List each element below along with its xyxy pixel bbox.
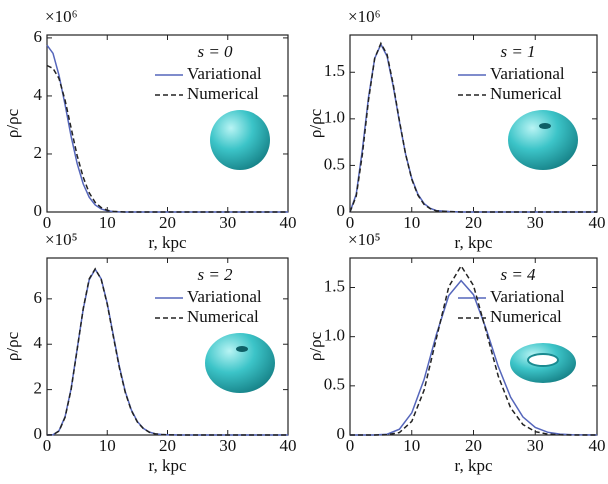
legend-title: s = 0 — [197, 42, 233, 61]
y-axis-label: ρ/ρc — [3, 331, 22, 361]
x-tick-label: 0 — [346, 436, 355, 455]
series-line — [350, 264, 597, 436]
series-line — [350, 279, 598, 436]
y-tick-label: 0 — [34, 424, 43, 443]
x-tick-label: 0 — [43, 213, 52, 232]
y-tick-label: 0.5 — [324, 154, 345, 173]
y-tick-label: 0.5 — [324, 375, 345, 394]
y-axis-label: ρ/ρc — [306, 331, 325, 361]
torus-icon — [210, 110, 270, 170]
y-tick-label: 0 — [337, 424, 346, 443]
x-tick-label: 10 — [403, 213, 420, 232]
x-tick-label: 10 — [403, 436, 420, 455]
y-tick-label: 4 — [34, 85, 43, 104]
x-tick-label: 40 — [280, 213, 297, 232]
x-tick-label: 0 — [346, 213, 355, 232]
x-tick-label: 30 — [219, 213, 236, 232]
x-axis-label: r, kpc — [454, 456, 492, 475]
y-tick-label: 6 — [34, 288, 43, 307]
y-tick-label: 1.0 — [324, 326, 345, 345]
multiplier: ×10⁶ — [45, 7, 78, 26]
x-tick-label: 20 — [159, 436, 176, 455]
legend-label: Numerical — [187, 307, 259, 326]
x-axis-label: r, kpc — [148, 233, 186, 252]
y-axis-label: ρ/ρc — [306, 108, 325, 138]
legend-label: Numerical — [490, 84, 562, 103]
legend-title: s = 1 — [500, 42, 535, 61]
legend-label: Variational — [490, 287, 565, 306]
torus-icon — [205, 333, 275, 393]
series-line — [46, 64, 288, 213]
x-tick-label: 20 — [465, 436, 482, 455]
x-tick-label: 20 — [465, 213, 482, 232]
x-tick-label: 10 — [99, 213, 116, 232]
multiplier: ×10⁵ — [45, 230, 78, 249]
panel: 0 10 20 30 40 0 0.5 1.0 1.5 ×10⁶ r, kpc ρ/ρc Variati… — [306, 7, 606, 252]
y-tick-label: 0 — [337, 201, 346, 220]
x-axis-label: r, kpc — [148, 456, 186, 475]
y-axis-label: ρ/ρc — [3, 108, 22, 138]
legend-label: Numerical — [490, 307, 562, 326]
torus-hole — [236, 346, 248, 352]
panel: 0 10 20 30 40 0 2 4 6 ×10⁵ r, kpc ρ/ρc VariationalNu… — [3, 230, 297, 475]
x-tick-label: 40 — [589, 436, 606, 455]
legend-title: s = 4 — [500, 265, 536, 284]
x-tick-label: 30 — [527, 213, 544, 232]
x-tick-label: 30 — [527, 436, 544, 455]
y-tick-label: 2 — [34, 143, 43, 162]
y-tick-label: 2 — [34, 379, 43, 398]
x-tick-label: 30 — [219, 436, 236, 455]
x-tick-label: 20 — [159, 213, 176, 232]
y-tick-label: 6 — [34, 27, 43, 46]
x-tick-label: 10 — [99, 436, 116, 455]
legend-title: s = 2 — [197, 265, 233, 284]
panel: 0 10 20 30 40 0 2 4 6×10⁶ r, kpc ρ/ρc VariationalNu… — [3, 7, 297, 252]
series-line — [349, 41, 597, 213]
y-tick-label: 1.0 — [324, 108, 345, 127]
torus-icon — [508, 110, 578, 170]
x-tick-label: 40 — [589, 213, 606, 232]
y-tick-label: 0 — [34, 201, 43, 220]
y-tick-label: 4 — [34, 333, 43, 352]
x-tick-label: 40 — [280, 436, 297, 455]
legend-label: Variational — [187, 287, 262, 306]
multiplier: ×10⁵ — [348, 230, 381, 249]
multiplier: ×10⁶ — [348, 7, 381, 26]
legend-label: Variational — [187, 64, 262, 83]
legend-label: Variational — [490, 64, 565, 83]
panel: 0 10 20 30 40 0 0.5 1.0 1.5 ×10⁵ r, kpc ρ/ρc Variati… — [306, 230, 606, 475]
legend-label: Numerical — [187, 84, 259, 103]
x-axis-label: r, kpc — [454, 233, 492, 252]
torus-hole — [539, 123, 551, 129]
torus-hole — [527, 353, 559, 367]
y-tick-label: 1.5 — [324, 276, 345, 295]
x-tick-label: 0 — [43, 436, 52, 455]
series-line — [46, 267, 288, 436]
y-tick-label: 1.5 — [324, 61, 345, 80]
